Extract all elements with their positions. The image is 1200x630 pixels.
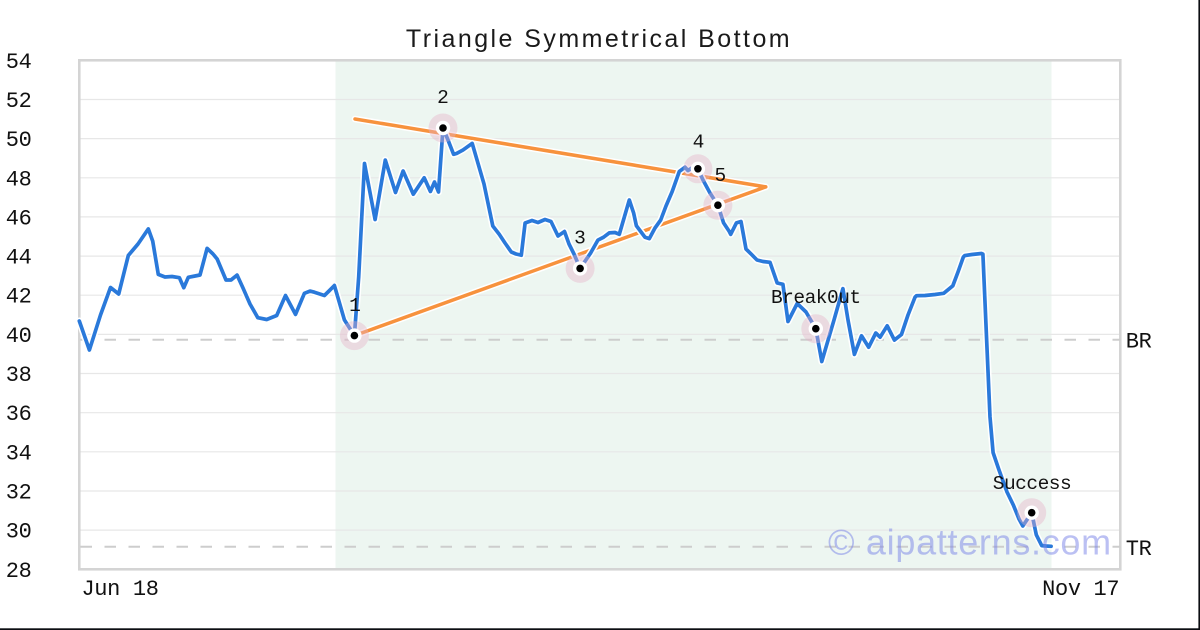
svg-text:Triangle Symmetrical Bottom: Triangle Symmetrical Bottom: [406, 25, 792, 53]
svg-text:46: 46: [6, 206, 32, 231]
svg-text:44: 44: [6, 246, 32, 271]
svg-text:40: 40: [6, 324, 32, 349]
svg-text:TR: TR: [1126, 537, 1152, 562]
svg-text:Success: Success: [993, 473, 1071, 495]
svg-text:2: 2: [437, 87, 449, 109]
svg-text:30: 30: [6, 520, 32, 545]
svg-text:Break0ut: Break0ut: [771, 287, 861, 309]
svg-text:5: 5: [715, 165, 727, 187]
svg-text:36: 36: [6, 402, 32, 427]
svg-text:BR: BR: [1126, 329, 1152, 354]
svg-text:28: 28: [6, 559, 32, 584]
svg-text:48: 48: [6, 167, 32, 192]
svg-text:© aipatterns.com: © aipatterns.com: [828, 521, 1112, 562]
svg-text:50: 50: [6, 128, 32, 153]
svg-text:Jun 18: Jun 18: [81, 577, 158, 602]
svg-text:34: 34: [6, 441, 32, 466]
svg-text:54: 54: [6, 50, 32, 75]
svg-text:42: 42: [6, 285, 32, 310]
svg-text:52: 52: [6, 89, 32, 114]
svg-text:3: 3: [574, 228, 586, 250]
svg-text:32: 32: [6, 481, 32, 506]
svg-text:Nov 17: Nov 17: [1042, 577, 1119, 602]
svg-text:4: 4: [693, 132, 705, 154]
svg-text:38: 38: [6, 363, 32, 388]
svg-text:1: 1: [349, 295, 361, 317]
